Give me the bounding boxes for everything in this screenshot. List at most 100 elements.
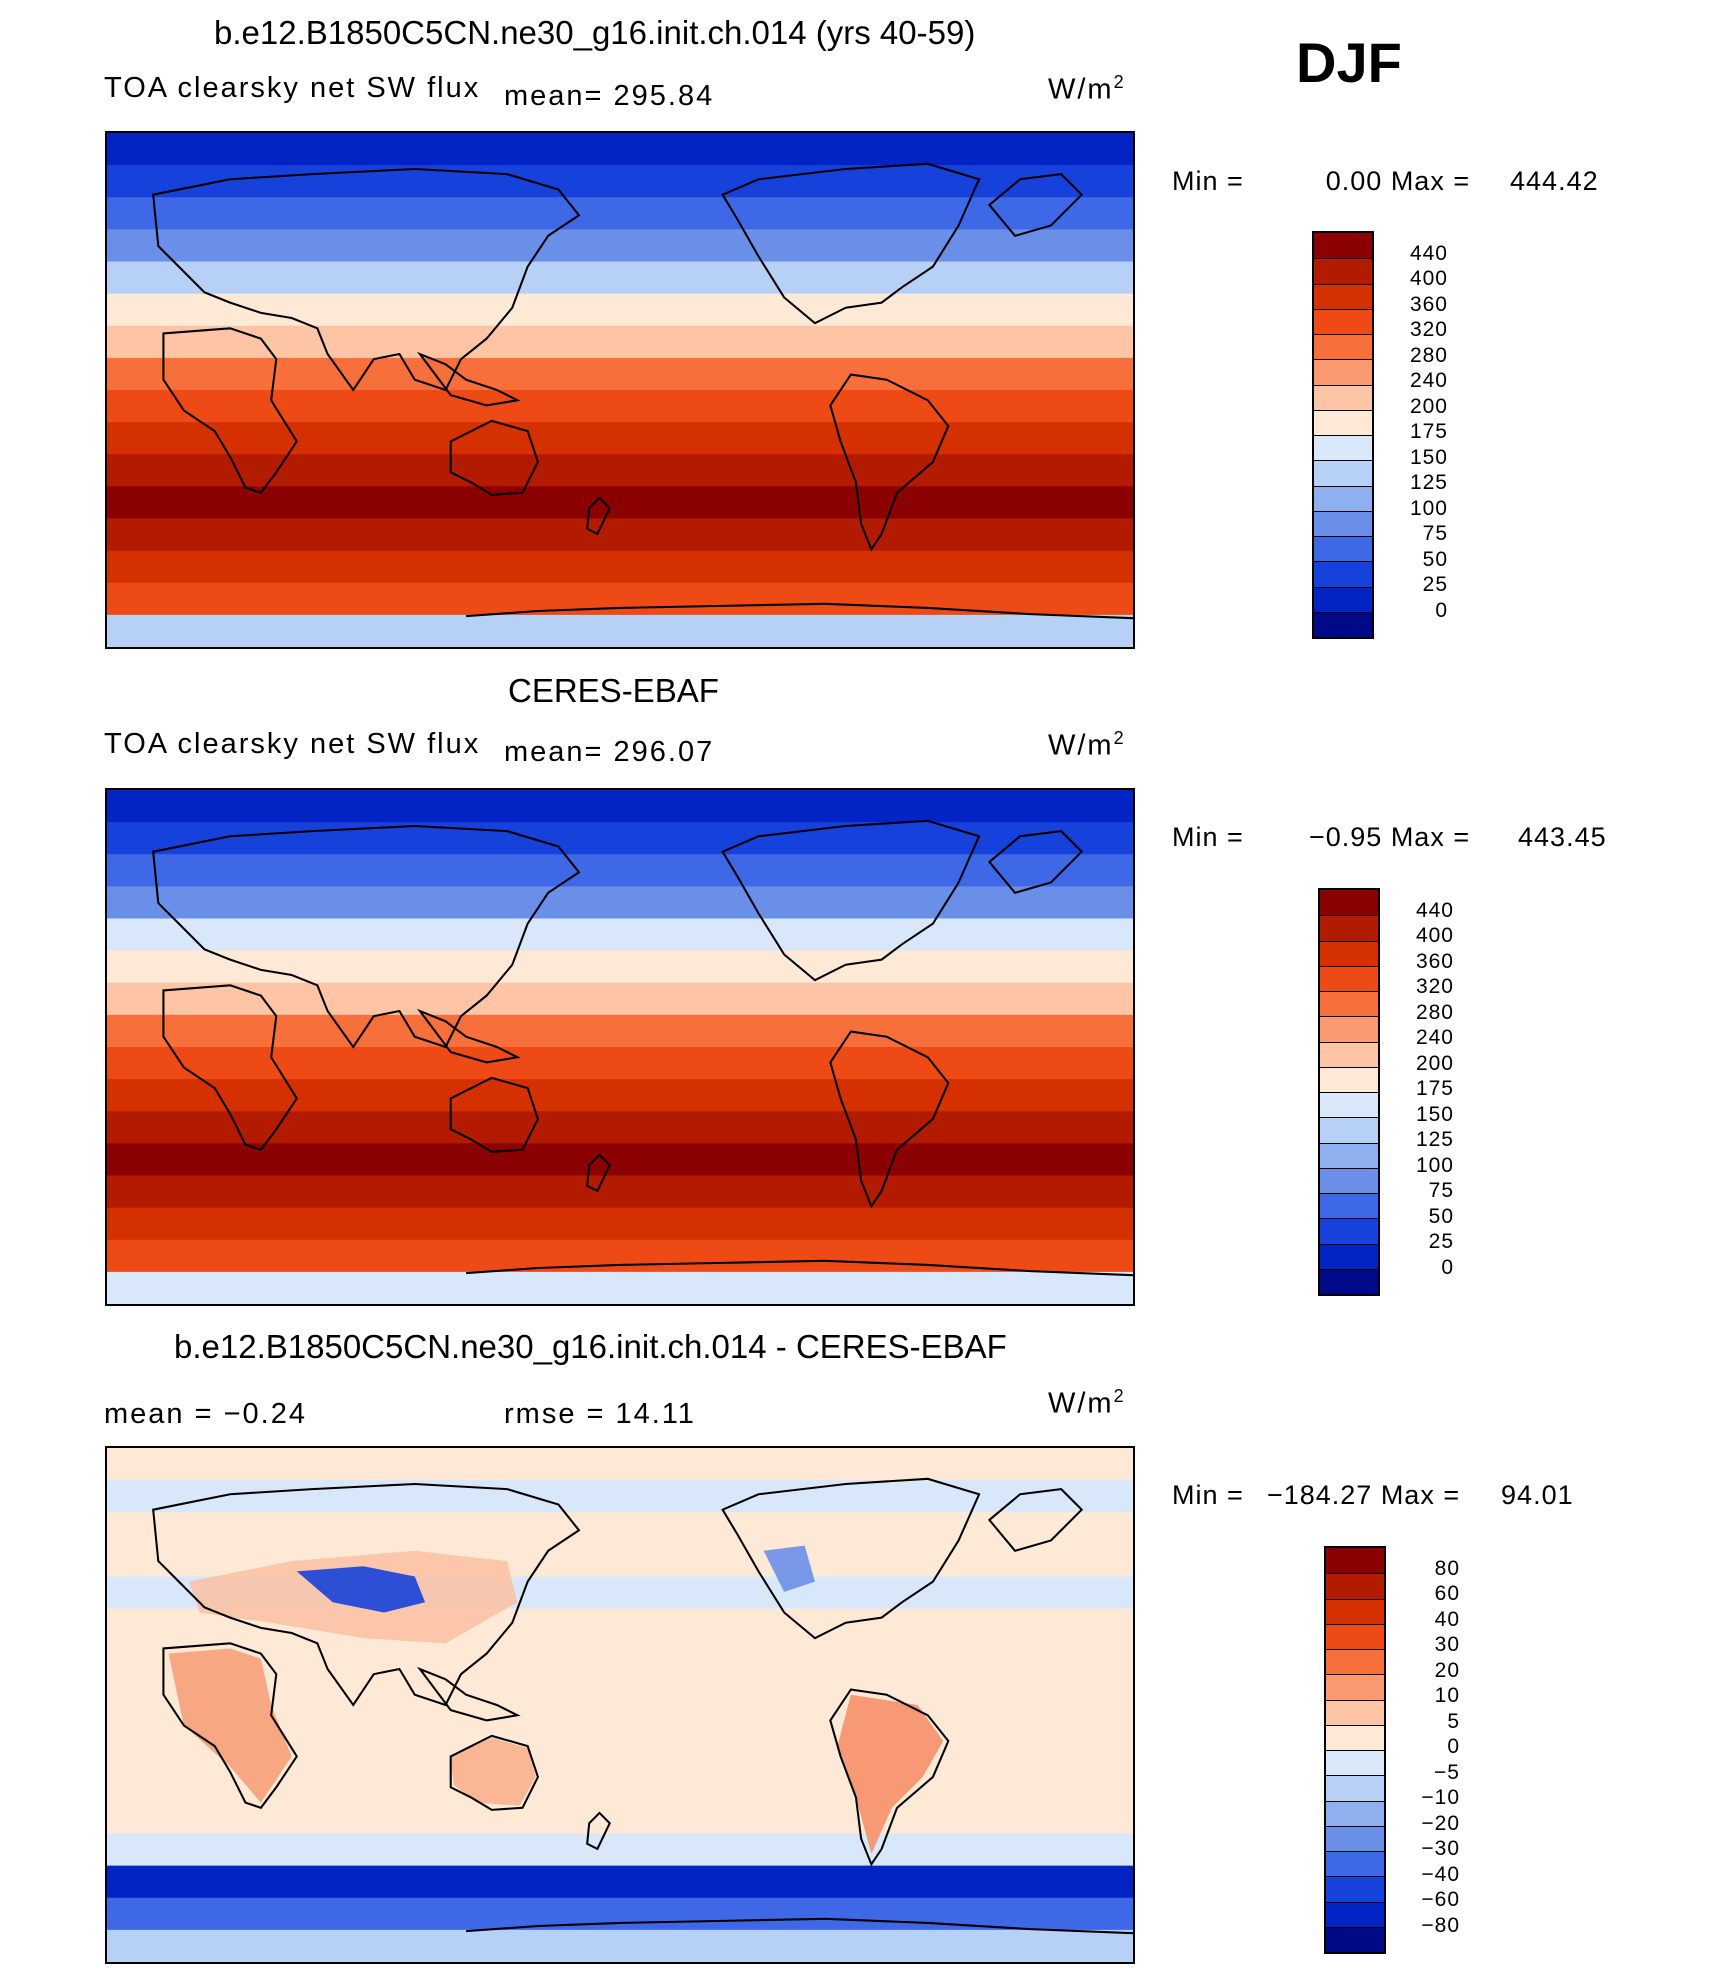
colorbar-swatch <box>1314 586 1372 612</box>
colorbar-level-label: −80 <box>1421 1913 1460 1937</box>
colorbar-swatch <box>1314 308 1372 334</box>
panel-3-title: b.e12.B1850C5CN.ne30_g16.init.ch.014 - C… <box>174 1328 1007 1365</box>
latitude-band <box>107 390 1133 424</box>
panel-2-mean: mean= 296.07 <box>504 736 715 768</box>
colorbar-swatch <box>1326 1724 1384 1750</box>
panel-3-max-label: Max = <box>1380 1480 1461 1510</box>
latitude-band <box>107 918 1133 952</box>
latitude-band <box>107 133 1133 167</box>
latitude-band <box>107 197 1133 231</box>
colorbar-swatch <box>1320 1066 1378 1092</box>
latitude-band <box>107 1929 1133 1962</box>
latitude-band <box>107 1207 1133 1241</box>
coastline-path <box>152 167 581 392</box>
colorbar-level-label: 30 <box>1434 1633 1460 1657</box>
coastline-path <box>449 1734 540 1811</box>
colorbar-swatch <box>1320 1218 1378 1244</box>
colorbar-level-label: 10 <box>1434 1684 1460 1708</box>
colorbar-swatch <box>1326 1750 1384 1776</box>
colorbar-level-label: 0 <box>1435 598 1448 622</box>
coastline-path <box>829 1030 950 1209</box>
colorbar-swatch <box>1314 384 1372 410</box>
coastline-path <box>416 1666 521 1722</box>
colorbar-swatch <box>1314 435 1372 461</box>
panel-2-coastlines <box>152 819 1133 1277</box>
colorbar-swatch <box>1314 510 1372 536</box>
anomaly-patch <box>450 1737 536 1806</box>
colorbar-level-label: 280 <box>1409 343 1448 367</box>
colorbar-swatch <box>1314 611 1372 637</box>
colorbar-level-label: 150 <box>1409 445 1448 469</box>
panel-3-map-svg <box>107 1448 1133 1962</box>
colorbar-level-label: 25 <box>1422 573 1448 597</box>
panel-2-minmax: Min = −0.95 Max = 443.45 <box>1172 822 1607 853</box>
colorbar-level-label: 40 <box>1434 1607 1460 1631</box>
colorbar-swatch <box>1326 1851 1384 1877</box>
colorbar-level-label: 175 <box>1415 1077 1454 1101</box>
panel-3-coastlines <box>152 1477 1133 1935</box>
latitude-band <box>107 822 1133 856</box>
colorbar-swatch <box>1326 1573 1384 1599</box>
latitude-band <box>107 1175 1133 1209</box>
colorbar-level-label: 100 <box>1409 496 1448 520</box>
panel-2-colorbar-labels: 440 400 360 320 280 240 200 175 150 125 100 75 50 25 0 <box>1394 888 1454 1296</box>
latitude-band <box>107 1014 1133 1049</box>
colorbar-level-label: 25 <box>1428 1230 1454 1254</box>
latitude-band <box>107 486 1133 520</box>
coastline-path <box>466 1917 1133 1935</box>
colorbar-swatch <box>1314 233 1372 259</box>
anomaly-patch <box>168 1648 292 1803</box>
coastline-path <box>829 373 950 552</box>
latitude-band <box>107 550 1133 584</box>
colorbar-level-label: 400 <box>1415 924 1454 948</box>
colorbar-level-label: 240 <box>1415 1026 1454 1050</box>
latitude-band <box>107 1640 1133 1674</box>
panel-1-map <box>105 131 1135 649</box>
latitude-band <box>107 1512 1133 1546</box>
colorbar-swatch <box>1320 890 1378 916</box>
panel-1-min-label: Min = <box>1172 166 1244 196</box>
panel-1-mean: mean= 295.84 <box>504 80 715 112</box>
latitude-band <box>107 1833 1133 1867</box>
colorbar-level-label: 125 <box>1409 471 1448 495</box>
colorbar-swatch <box>1314 460 1372 486</box>
panel-3-units: W/m2 <box>1048 1386 1126 1420</box>
latitude-band <box>107 422 1133 456</box>
coastline-path <box>586 1811 611 1851</box>
latitude-band <box>107 229 1133 263</box>
colorbar-swatch <box>1314 334 1372 360</box>
colorbar-level-label: 60 <box>1434 1582 1460 1606</box>
colorbar-swatch <box>1320 1142 1378 1168</box>
coastline-path <box>586 496 611 536</box>
panel-1-colorbar-labels: 440 400 360 320 280 240 200 175 150 125 100 75 50 25 0 <box>1388 231 1448 639</box>
latitude-band <box>107 357 1133 392</box>
latitude-band <box>107 1111 1133 1145</box>
latitude-band <box>107 1865 1133 1899</box>
latitude-band <box>107 1143 1133 1177</box>
colorbar-level-label: 360 <box>1415 949 1454 973</box>
latitude-band <box>107 1047 1133 1081</box>
panel-3-mean: mean = −0.24 <box>104 1398 307 1430</box>
colorbar-level-label: 75 <box>1422 522 1448 546</box>
colorbar-level-label: 320 <box>1409 318 1448 342</box>
colorbar-level-label: −20 <box>1421 1811 1460 1835</box>
colorbar-swatch <box>1320 965 1378 991</box>
latitude-band <box>107 165 1133 199</box>
panel-1-colorbar <box>1312 231 1374 639</box>
colorbar-swatch <box>1326 1825 1384 1851</box>
colorbar-level-label: 440 <box>1409 241 1448 265</box>
anomaly-patch <box>763 1545 815 1592</box>
panel-3-min-label: Min = <box>1172 1480 1244 1510</box>
panel-3-min-value: −184.27 <box>1266 1480 1373 1510</box>
colorbar-swatch <box>1314 561 1372 587</box>
colorbar-swatch <box>1314 359 1372 385</box>
colorbar-level-label: −60 <box>1421 1888 1460 1912</box>
panel-3-anomalies <box>168 1545 944 1855</box>
colorbar-level-label: 0 <box>1447 1735 1460 1759</box>
panel-2-max-label: Max = <box>1390 822 1471 852</box>
panel-1-coastlines <box>152 162 1133 620</box>
latitude-band <box>107 886 1133 920</box>
colorbar-level-label: 0 <box>1441 1255 1454 1279</box>
latitude-band <box>107 1079 1133 1113</box>
anomaly-patch <box>837 1694 944 1855</box>
